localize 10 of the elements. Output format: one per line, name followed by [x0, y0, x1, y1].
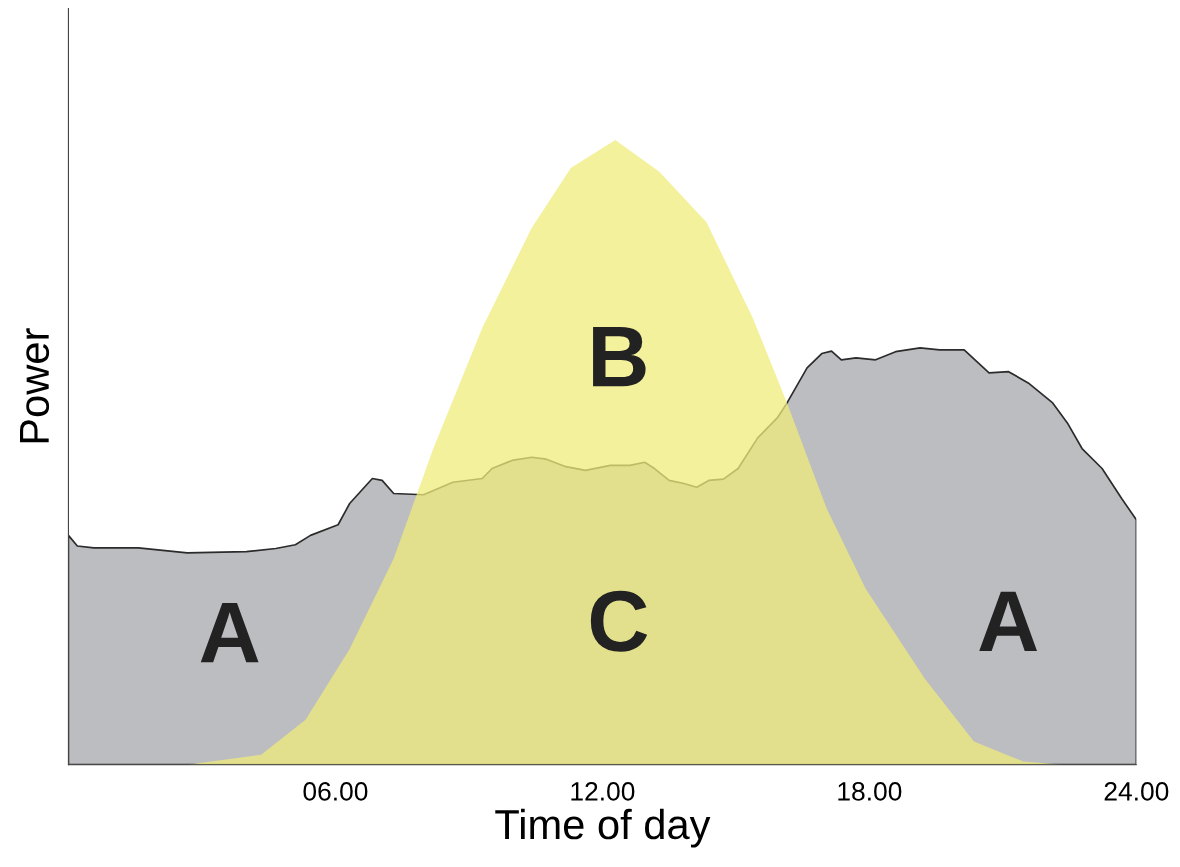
x-tick-label: 06.00 — [303, 782, 368, 801]
y-axis-title: Power — [20, 328, 50, 443]
x-tick-label: 12.00 — [571, 782, 635, 801]
x-axis-title: Time of day — [495, 808, 711, 848]
annotation: B — [593, 327, 646, 387]
annotation: A — [979, 591, 1038, 651]
x-tick-label: 18.00 — [838, 782, 902, 801]
x-tick-label: 24.00 — [1104, 782, 1169, 801]
annotation: C — [590, 590, 648, 652]
annotation: A — [200, 602, 259, 663]
